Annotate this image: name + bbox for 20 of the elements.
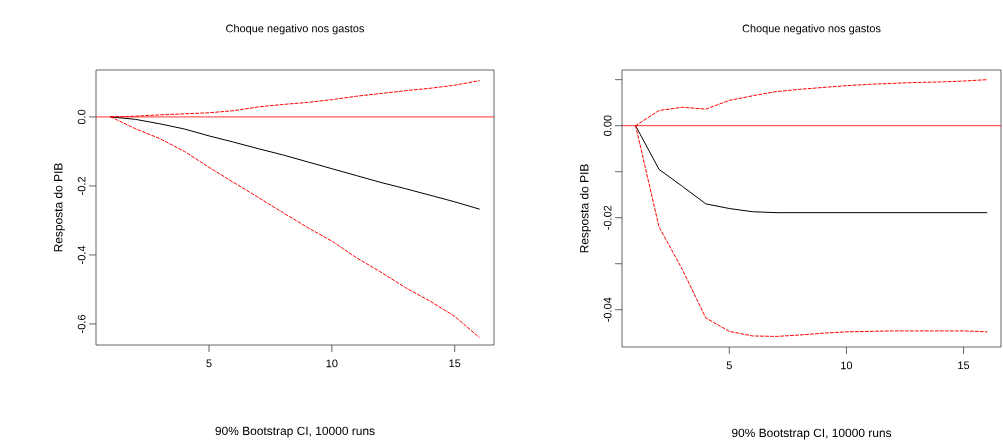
y-tick-label: 0.00: [603, 115, 612, 136]
x-tick-label: 15: [449, 359, 461, 368]
x-tick-label: 15: [958, 361, 970, 370]
chart-title: Choque negativo nos gastos: [226, 24, 365, 35]
y-tick-label: -0.6: [77, 315, 86, 333]
y-tick-label: -0.04: [603, 297, 612, 322]
text: 90% Bootstrap CI, 10000 runs: [215, 426, 375, 438]
text: 90% Bootstrap CI, 10000 runs: [731, 428, 892, 440]
y-axis-title: Resposta do PIB: [579, 164, 591, 253]
x-tick-label: 5: [726, 361, 732, 370]
line-series: [110, 116, 480, 210]
y-tick-label: 0.0: [77, 109, 86, 125]
y-tick-label: -0.02: [603, 205, 612, 230]
x-tick-label: 10: [841, 361, 853, 370]
y-axis-title: Resposta do PIB: [53, 163, 65, 252]
y-tick-label: -0.4: [77, 245, 86, 264]
y-tick-label: -0.2: [77, 177, 86, 195]
x-tick-label: 10: [326, 359, 338, 368]
chart-title: Choque negativo nos gastos: [742, 24, 881, 35]
x-tick-label: 5: [206, 359, 212, 368]
